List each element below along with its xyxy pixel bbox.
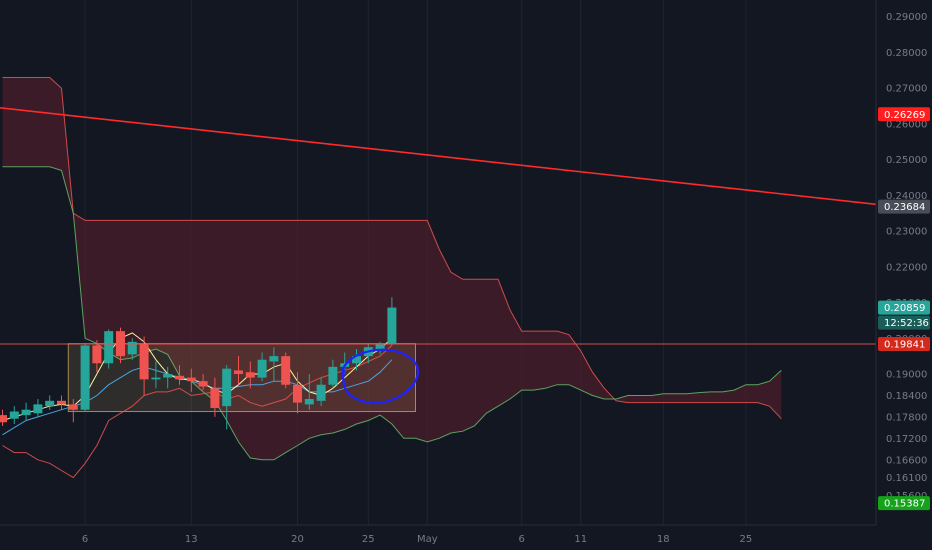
price-tick-label: 0.16600 [886, 455, 927, 466]
fast-ma-line [2, 332, 393, 421]
candle-body-14 [163, 374, 173, 378]
candle-body-8 [92, 345, 102, 364]
candle-body-13 [151, 377, 161, 380]
candle-body-1 [9, 411, 19, 419]
price-tick-label: 0.29000 [886, 12, 927, 23]
candle-body-26 [304, 399, 314, 405]
price-tick-label: 0.24000 [886, 191, 927, 202]
time-axis[interactable]: 6 13 20 25 May 6 11 18 25 [82, 534, 752, 545]
price-tick-label: 0.17800 [886, 412, 927, 423]
candle-body-19 [222, 368, 232, 407]
price-tick-label: 0.19000 [886, 370, 927, 381]
lead-span-b-line [2, 77, 782, 420]
candle-body-0 [0, 415, 7, 423]
price-tick-label: 0.27000 [886, 84, 927, 95]
price-tag-bg [878, 107, 930, 122]
price-tick-label: 0.18400 [886, 391, 927, 402]
price-tag-bg [878, 336, 930, 351]
indicator-lines [2, 332, 393, 479]
candle-body-28 [328, 366, 338, 385]
candle-body-5 [57, 400, 66, 405]
candle-body-30 [352, 356, 361, 364]
candle-body-16 [186, 377, 196, 382]
price-tags: 0.26269 0.23684 0.20859 12:52:36 0.19841 0.15… [878, 107, 930, 511]
candle-body-11 [127, 341, 137, 355]
time-tick-label: May [417, 534, 438, 545]
price-tag-label: 0.19841 [884, 339, 925, 350]
price-tag-label: 0.26269 [884, 110, 925, 121]
price-tag-bg [878, 315, 930, 330]
candle-body-20 [234, 370, 243, 375]
candle-body-12 [139, 343, 149, 380]
candle-body-18 [210, 388, 220, 408]
price-tick-label: 0.16100 [886, 473, 927, 484]
time-tick-label: 6 [82, 534, 88, 545]
price-tick-label: 0.17200 [886, 434, 927, 445]
candle-body-15 [175, 375, 184, 380]
price-tag-label: 0.23684 [884, 202, 925, 213]
price-tag-label: 0.15387 [884, 499, 925, 510]
candle-body-6 [68, 404, 78, 410]
candle-body-27 [316, 384, 326, 401]
price-tag-bg [878, 496, 930, 511]
candle-body-4 [45, 400, 55, 407]
candle-body-7 [80, 345, 90, 410]
candle-body-17 [198, 381, 208, 387]
circle-annotation [340, 348, 419, 405]
candle-body-33 [387, 307, 397, 344]
time-tick-label: 25 [362, 534, 375, 545]
time-tick-label: 20 [291, 534, 304, 545]
candle-body-24 [281, 356, 291, 385]
candle-body-23 [269, 356, 279, 362]
lagging-line [2, 345, 393, 479]
price-tick-label: 0.28000 [886, 48, 927, 59]
price-tick-label: 0.26000 [886, 119, 927, 130]
cloud-fill [2, 77, 782, 460]
candle-body-9 [104, 331, 114, 364]
time-tick-label: 6 [519, 534, 525, 545]
time-tick-label: 13 [185, 534, 198, 545]
candle-body-2 [21, 409, 31, 416]
price-tick-label: 0.25000 [886, 155, 927, 166]
candle-body-25 [293, 384, 302, 403]
time-tick-label: 18 [657, 534, 670, 545]
time-tick-label: 25 [740, 534, 753, 545]
price-tag-label: 0.20859 [884, 303, 925, 314]
candle-body-32 [375, 343, 385, 350]
price-tag-bg [878, 199, 930, 214]
drawings [0, 107, 877, 405]
candle-body-22 [257, 359, 267, 378]
candles [0, 297, 397, 430]
time-tick-label: 11 [574, 534, 587, 545]
price-tag-label: 12:52:36 [884, 318, 929, 329]
price-tick-label: 0.23000 [886, 227, 927, 238]
price-tag-bg [878, 300, 930, 315]
trend-line [0, 107, 877, 206]
candle-body-21 [245, 372, 255, 378]
candle-body-3 [33, 404, 43, 414]
price-tick-label: 0.22000 [886, 262, 927, 273]
